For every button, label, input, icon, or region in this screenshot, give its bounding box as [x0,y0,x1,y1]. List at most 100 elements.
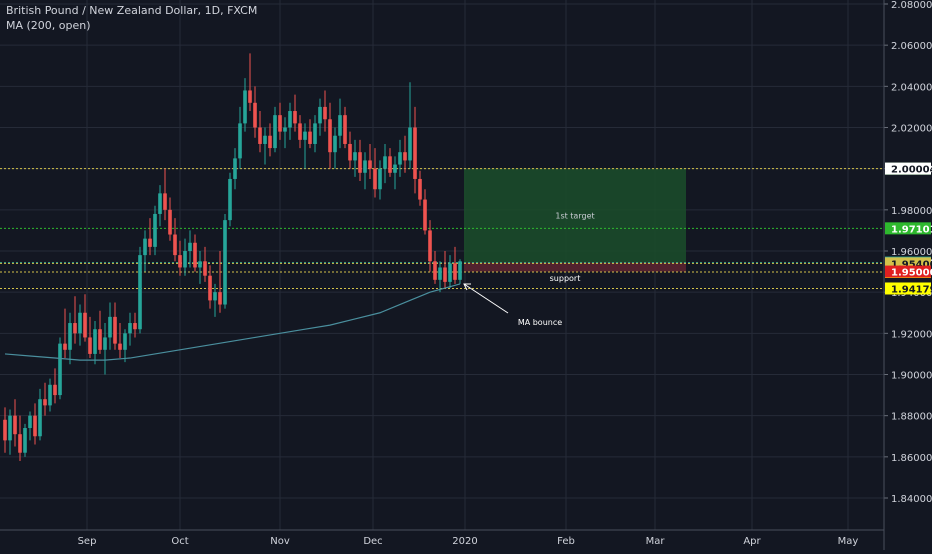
candle-body [198,261,202,268]
candle-body [408,127,412,161]
candle-body [338,115,342,136]
candle-body [218,292,222,305]
indicator-legend: MA (200, open) [6,19,91,32]
candle-body [143,238,147,256]
candle-body [283,127,287,132]
candle-body [303,131,307,140]
candle-body [38,399,42,437]
candle-body [83,312,87,338]
y-tick-label: 1.90000 [891,371,932,382]
candle-body [353,152,357,161]
candle-body [203,261,207,276]
candle-body [43,399,47,406]
x-tick-label: Oct [171,536,188,547]
level-price-label: 1.95400 [891,259,932,270]
candle-body [138,255,142,330]
candle-body [363,160,367,173]
candle-body [33,415,37,437]
candle-body [103,337,107,350]
candle-body [73,323,77,334]
candle-body [93,329,97,354]
candle-body [248,90,252,103]
target-zone-label: 1st target [555,212,594,221]
candle-body [98,329,102,350]
x-tick-label: Dec [363,536,382,547]
candle-body [48,384,52,406]
y-tick-label: 1.84000 [891,494,932,505]
candle-body [288,111,292,128]
candle-body [188,242,192,251]
candle-body [268,135,272,149]
candle-body [238,123,242,159]
candle-body [63,343,67,350]
candle-body [243,90,247,124]
candle-body [423,199,427,231]
candle-body [293,111,297,124]
candle-body [173,234,177,256]
candle-body [213,292,217,301]
stop-zone [464,262,686,272]
candle-body [233,158,237,179]
y-tick-label: 1.88000 [891,412,932,423]
candle-body [128,323,132,334]
candle-body [348,143,352,161]
y-tick-label: 1.96000 [891,247,932,258]
candle-body [183,251,187,268]
x-tick-label: Nov [270,536,290,547]
candle-body [158,193,162,214]
support-label: support [550,274,581,283]
candle-body [343,115,347,144]
candle-body [383,156,387,169]
candle-body [113,316,117,344]
candle-body [53,384,57,396]
candle-body [393,164,397,173]
chart-title: British Pound / New Zealand Dollar, 1D, … [6,4,258,17]
x-tick-label: Apr [743,536,761,547]
candle-body [153,213,157,247]
y-tick-label: 1.92000 [891,329,932,340]
ma-bounce-label: MA bounce [518,318,562,327]
candle-body [323,106,327,120]
candle-body [88,337,92,354]
candle-body [443,267,447,282]
candle-body [148,238,152,247]
axis-price-label: 2.00004 [891,165,932,176]
candle-body [298,123,302,140]
candle-body [163,193,167,210]
ma-200-line [4,283,461,361]
candle-body [388,156,392,173]
axis-price-label: 1.95000 [891,268,932,279]
candle-body [278,115,282,132]
candle-body [68,323,72,350]
candle-body [458,261,462,280]
level-price-label-bg [885,222,931,235]
axis-price-label-bg [885,162,931,175]
candle-body [23,428,27,453]
candle-body [313,123,317,144]
candle-body [358,152,362,173]
candle-body [58,343,62,396]
candle-body [228,178,232,221]
candle-body [118,343,122,350]
candle-body [223,220,227,305]
candle-body [108,316,112,338]
y-tick-label: 1.86000 [891,453,932,464]
candle-body [208,275,212,301]
axis-price-label-bg [885,265,931,278]
ma-bounce-arrowhead [463,283,471,291]
x-tick-label: Mar [646,536,666,547]
candle-body [418,178,422,200]
y-tick-label: 2.04000 [891,82,932,93]
level-price-label: 1.94179 [891,284,932,295]
candle-body [133,323,137,330]
candle-body [273,115,277,149]
candle-body [178,255,182,268]
candle-body [413,127,417,179]
target-zone [464,168,686,263]
candle-body [398,152,402,165]
candle-body [373,168,377,190]
ma-bounce-arrow-line [463,283,509,314]
